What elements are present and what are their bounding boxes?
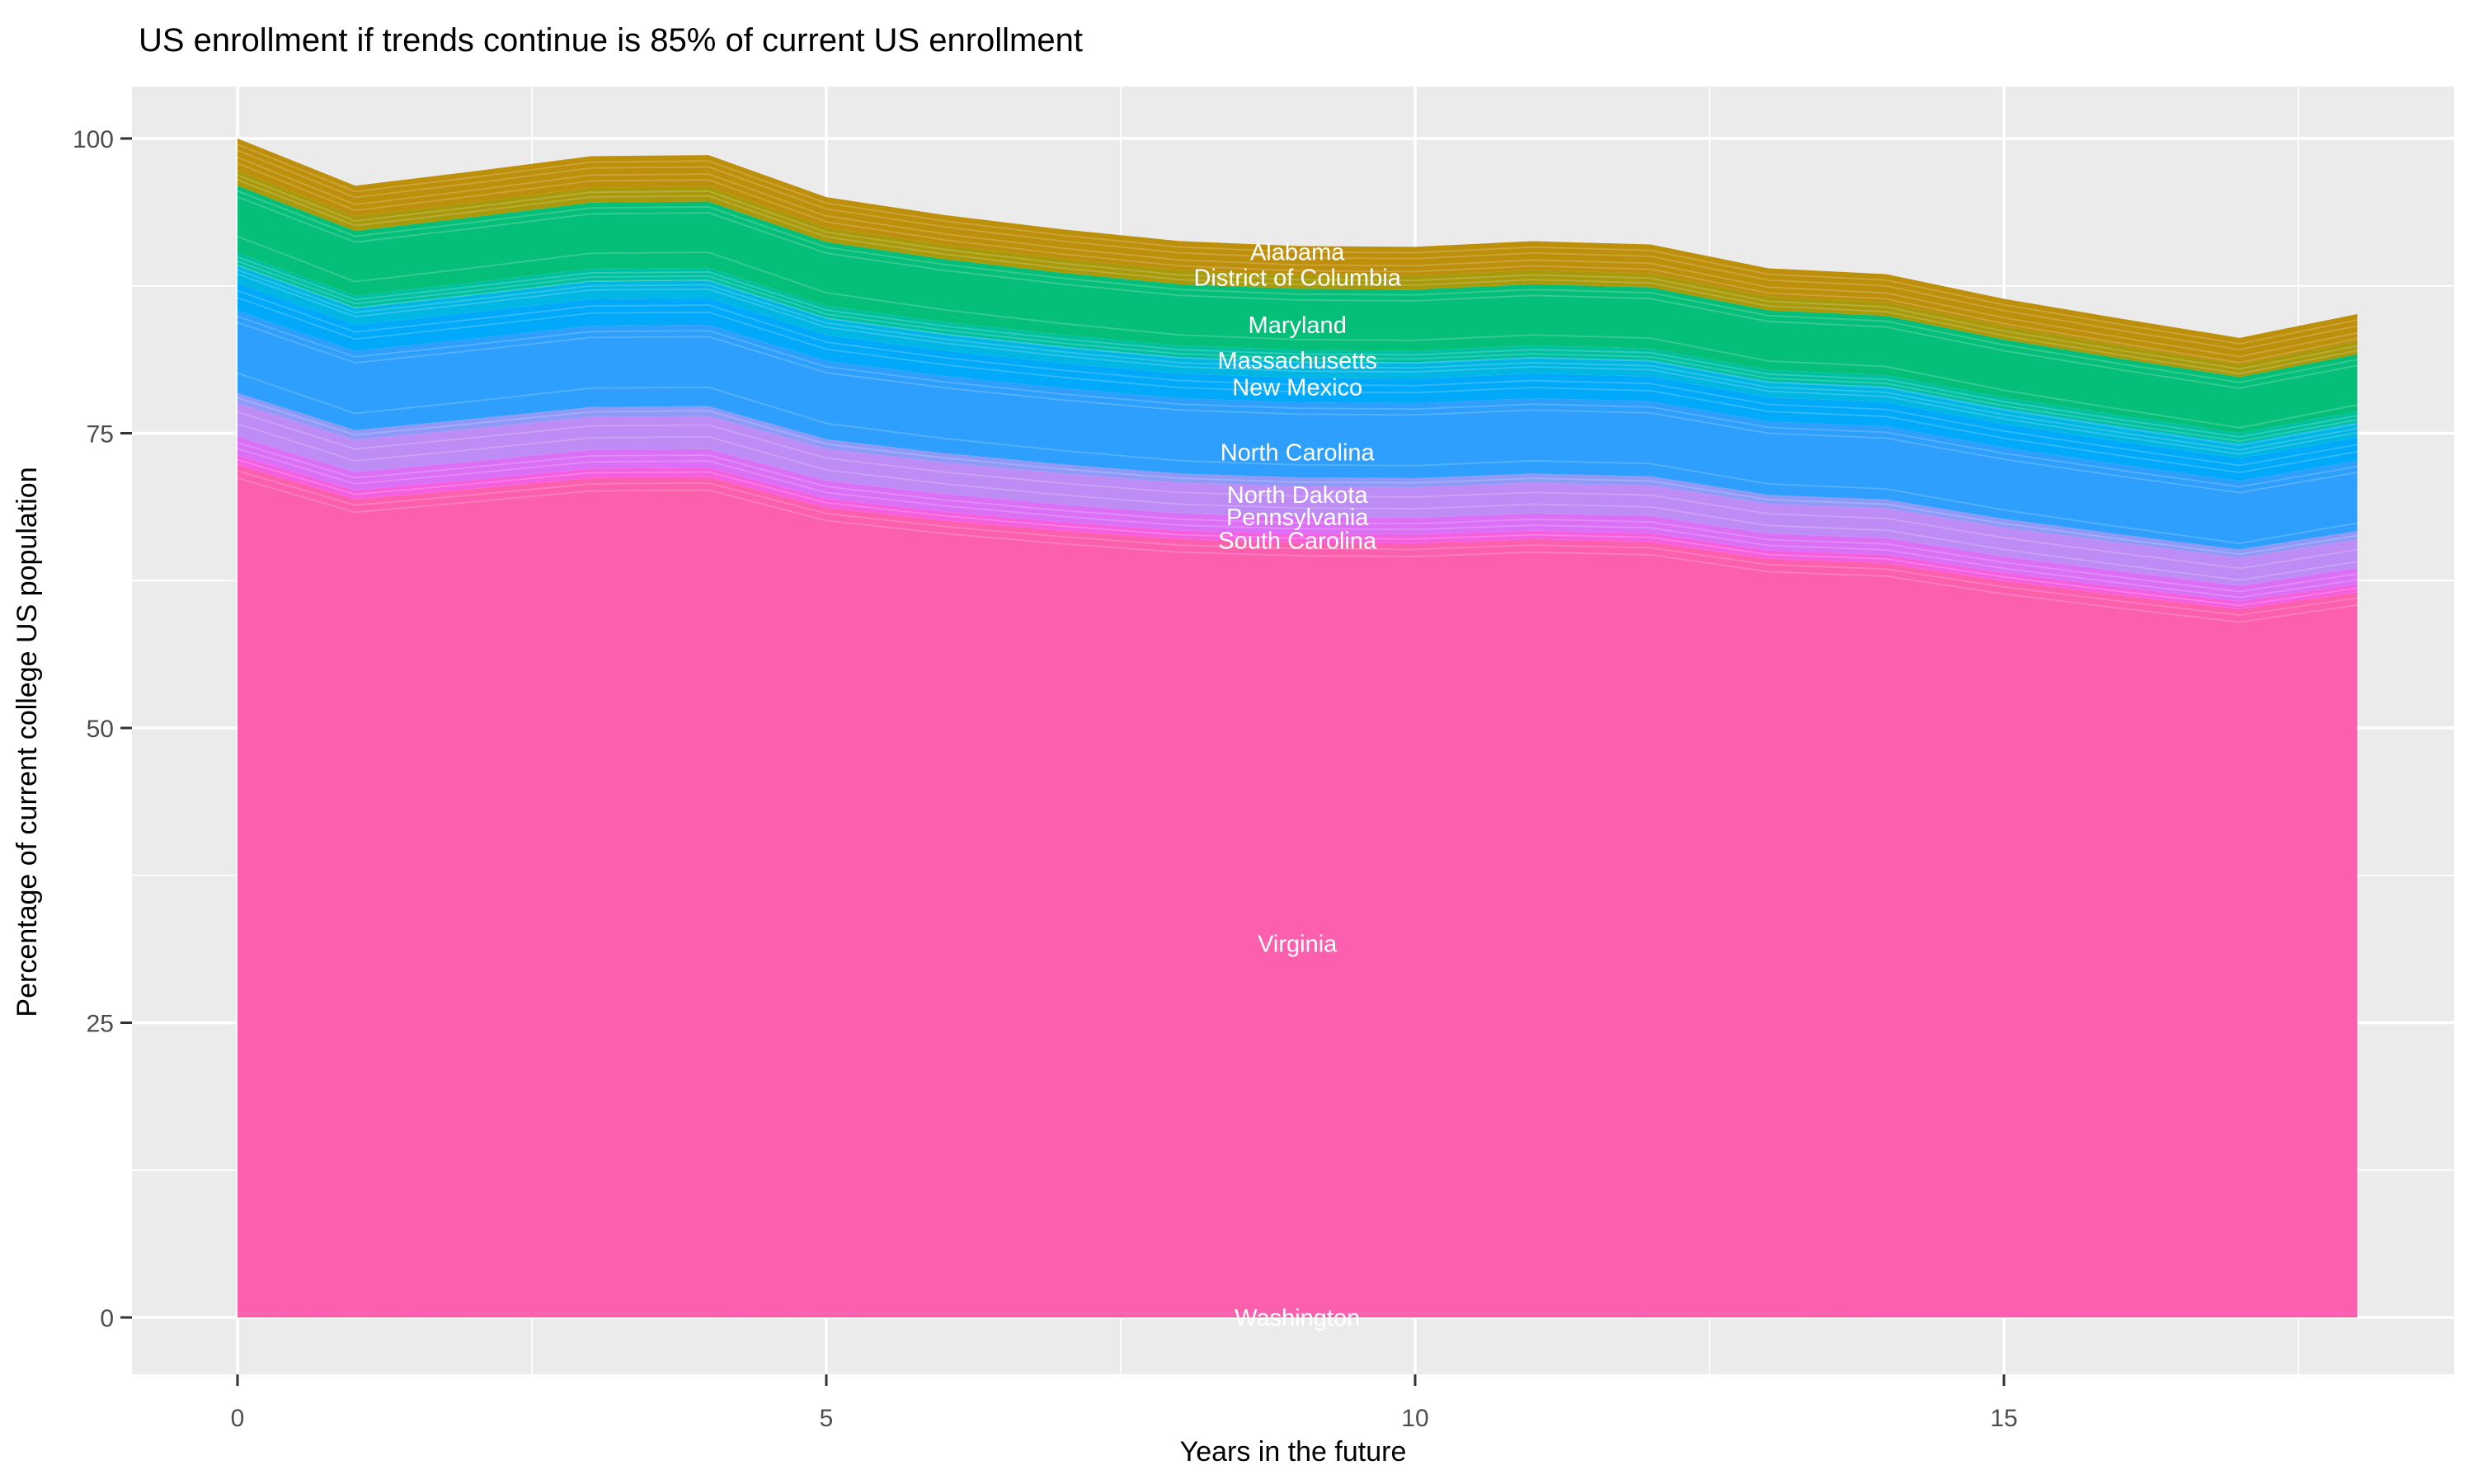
x-tick-label: 10 xyxy=(1401,1405,1428,1432)
hairline-alabama xyxy=(237,149,2358,351)
hairline-alabama xyxy=(237,162,2358,364)
y-tick-label: 0 xyxy=(100,1305,114,1332)
y-tick-label: 25 xyxy=(87,1011,114,1038)
area-layer-north-carolina xyxy=(238,310,2358,550)
hairline-alabama xyxy=(237,157,2358,358)
area-label-district-of-columbia: District of Columbia xyxy=(1193,265,1401,292)
area-layer-massachusetts-strip2 xyxy=(238,265,2358,458)
hairline-massachusetts xyxy=(237,269,2358,451)
hairline-north-dakota xyxy=(237,411,2358,570)
hairline-virginia xyxy=(237,477,2358,623)
hairline-pennsylvania xyxy=(237,442,2358,593)
area-label-maryland: Maryland xyxy=(1249,312,1347,339)
hairline-district-of-columbia xyxy=(237,179,2358,375)
hairline-maryland xyxy=(237,195,2358,389)
y-tick-label: 100 xyxy=(73,126,114,153)
y-axis-title: Percentage of current college US populat… xyxy=(12,467,43,1017)
hairline-alabama xyxy=(237,143,2358,345)
hairline-new-mexico xyxy=(237,289,2358,467)
area-layer-north-dakota-strip2 xyxy=(238,403,2358,586)
hairline-north-dakota xyxy=(237,397,2358,556)
x-tick-label: 0 xyxy=(231,1405,245,1432)
area-layer-maryland xyxy=(238,186,2358,434)
area-label-north-dakota: North Dakota xyxy=(1227,482,1369,509)
area-label-alabama: Alabama xyxy=(1250,239,1345,265)
area-layer-new-mexico xyxy=(238,283,2358,481)
hairline-north-dakota xyxy=(237,423,2358,581)
area-layer-south-carolina xyxy=(238,455,2358,609)
area-layer-district-of-columbia xyxy=(238,170,2358,378)
area-label-pennsylvania: Pennsylvania xyxy=(1226,505,1369,531)
hairline-virginia xyxy=(237,470,2358,616)
area-layer-massachusetts-strip1 xyxy=(238,252,2358,444)
area-label-south-carolina: South Carolina xyxy=(1218,528,1377,555)
hairline-massachusetts xyxy=(237,264,2358,446)
x-axis-title: Years in the future xyxy=(1180,1436,1407,1468)
hairline-north-carolina xyxy=(237,316,2358,488)
hairline-maryland xyxy=(237,190,2358,383)
layer-hairlines xyxy=(237,143,2358,623)
hairline-massachusetts xyxy=(237,273,2358,455)
area-layer-alabama xyxy=(238,139,2358,364)
axis-ticks xyxy=(120,137,2006,1386)
hairline-north-carolina xyxy=(237,322,2358,494)
area-label-new-mexico: New Mexico xyxy=(1232,375,1362,402)
hairline-pennsylvania xyxy=(237,448,2358,599)
area-layer-washington xyxy=(238,1313,2358,1317)
x-tick-label: 5 xyxy=(820,1405,834,1432)
hairline-maryland xyxy=(237,235,2358,429)
y-tick-label: 75 xyxy=(87,421,114,448)
hairline-south-carolina xyxy=(237,458,2358,607)
hairline-district-of-columbia xyxy=(237,174,2358,370)
hairline-north-carolina xyxy=(237,372,2358,544)
hairline-new-mexico xyxy=(237,297,2358,474)
chart-title: US enrollment if trends continue is 85% … xyxy=(139,22,1083,59)
area-layer-pennsylvania xyxy=(238,436,2358,602)
area-layer-virginia xyxy=(238,465,2358,1314)
area-layer-north-dakota-strip1 xyxy=(238,392,2358,558)
hairline-massachusetts xyxy=(237,256,2358,438)
tick-labels: 0 5 10 15 0 25 50 75 100 xyxy=(73,126,2018,1432)
y-tick-label: 50 xyxy=(87,716,114,743)
area-label-massachusetts: Massachusetts xyxy=(1217,348,1376,374)
area-label-virginia: Virginia xyxy=(1258,932,1338,958)
area-label-north-carolina: North Carolina xyxy=(1221,439,1376,466)
area-label-washington: Washington xyxy=(1235,1305,1360,1331)
hairline-massachusetts xyxy=(237,260,2358,442)
area-layers xyxy=(238,139,2358,1317)
x-tick-label: 15 xyxy=(1990,1405,2017,1432)
